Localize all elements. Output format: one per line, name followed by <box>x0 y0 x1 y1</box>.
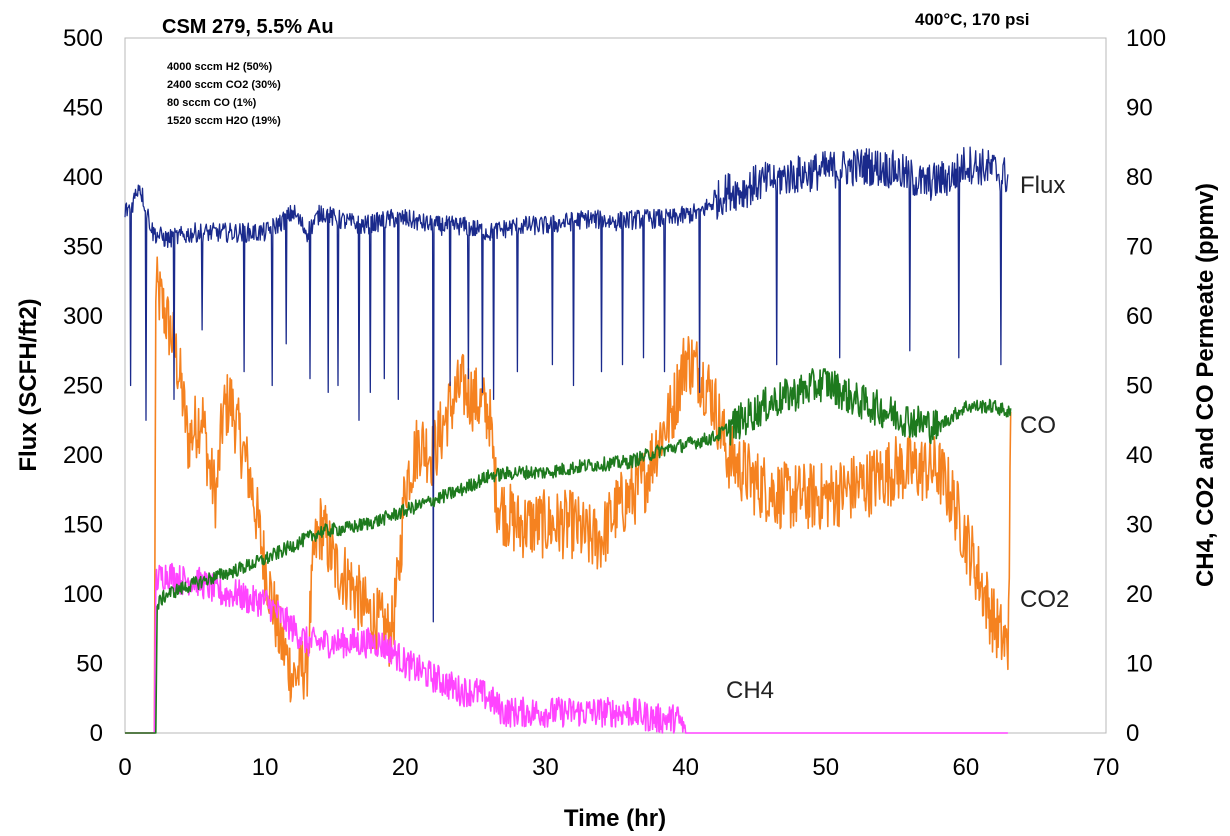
label-co2: CO2 <box>1020 586 1069 613</box>
y-left-tick-label: 300 <box>63 303 103 330</box>
feed-condition-co2: 2400 sccm CO2 (30%) <box>167 79 281 91</box>
x-tick-label: 10 <box>252 754 279 781</box>
feed-condition-h2: 4000 sccm H2 (50%) <box>167 61 273 73</box>
y-left-tick-label: 350 <box>63 234 103 261</box>
x-tick-label: 20 <box>392 754 419 781</box>
y-left-axis-title: Flux (SCFH/ft2) <box>15 298 42 471</box>
y-right-tick-label: 60 <box>1126 303 1153 330</box>
y-left-tick-label: 150 <box>63 512 103 539</box>
y-right-tick-label: 90 <box>1126 95 1153 122</box>
y-left-tick-label: 100 <box>63 581 103 608</box>
x-axis-ticks: 0 10 20 30 40 50 60 70 <box>118 754 1119 781</box>
y-right-axis-title: CH4, CO2 and CO Permeate (ppmv) <box>1192 183 1219 587</box>
y-right-tick-label: 40 <box>1126 442 1153 469</box>
y-left-tick-label: 0 <box>90 720 103 747</box>
y-right-tick-label: 80 <box>1126 164 1153 191</box>
series-layer <box>124 146 1012 734</box>
series-line-co <box>124 368 1012 734</box>
y-left-axis-ticks: 0 50 100 150 200 250 300 350 400 450 500 <box>63 25 103 747</box>
x-tick-label: 0 <box>118 754 131 781</box>
label-ch4: CH4 <box>726 677 774 704</box>
x-tick-label: 40 <box>672 754 699 781</box>
y-left-tick-label: 500 <box>63 25 103 52</box>
label-co: CO <box>1020 412 1056 439</box>
x-axis-title: Time (hr) <box>564 805 666 832</box>
y-left-tick-label: 50 <box>76 651 103 678</box>
x-tick-label: 50 <box>812 754 839 781</box>
y-right-tick-label: 0 <box>1126 720 1139 747</box>
y-left-tick-label: 400 <box>63 164 103 191</box>
x-tick-label: 70 <box>1093 754 1120 781</box>
series-line-flux <box>124 146 1009 623</box>
y-left-tick-label: 200 <box>63 442 103 469</box>
chart-title: CSM 279, 5.5% Au <box>162 16 334 38</box>
y-right-tick-label: 70 <box>1126 234 1153 261</box>
y-left-tick-label: 450 <box>63 95 103 122</box>
label-flux: Flux <box>1020 172 1065 199</box>
feed-condition-h2o: 1520 sccm H2O (19%) <box>167 115 281 127</box>
y-right-tick-label: 20 <box>1126 581 1153 608</box>
feed-condition-co: 80 sccm CO (1%) <box>167 97 257 109</box>
y-right-tick-label: 10 <box>1126 651 1153 678</box>
x-tick-label: 30 <box>532 754 559 781</box>
y-right-tick-label: 100 <box>1126 25 1166 52</box>
y-left-tick-label: 250 <box>63 373 103 400</box>
y-right-tick-label: 30 <box>1126 512 1153 539</box>
series-line-co2 <box>124 256 1012 734</box>
series-line-ch4 <box>124 562 1009 734</box>
feed-conditions: 4000 sccm H2 (50%) 2400 sccm CO2 (30%) 8… <box>167 61 281 127</box>
y-right-axis-ticks: 0 10 20 30 40 50 60 70 80 90 100 <box>1126 25 1166 747</box>
y-right-tick-label: 50 <box>1126 373 1153 400</box>
x-tick-label: 60 <box>953 754 980 781</box>
chart-subtitle: 400°C, 170 psi <box>915 10 1030 29</box>
